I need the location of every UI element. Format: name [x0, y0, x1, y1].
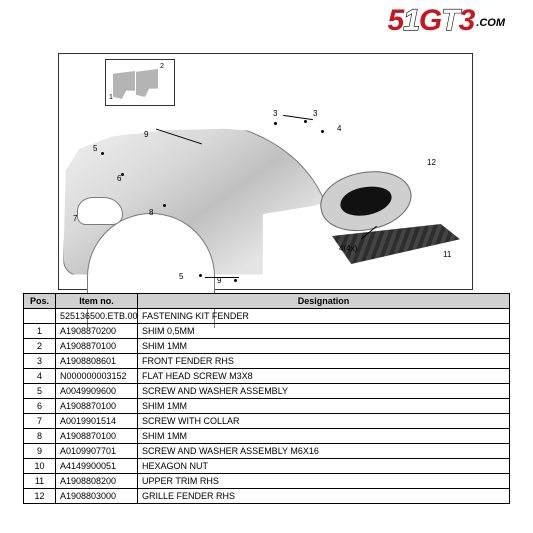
cell-item: A1908808200 [56, 474, 138, 489]
callout-1: 1 [109, 94, 113, 101]
logo-glyph-3: 3 [459, 4, 475, 37]
cell-pos: 11 [24, 474, 56, 489]
table-row: 2A1908870100SHIM 1MM [24, 339, 510, 354]
cell-designation: GRILLE FENDER RHS [138, 489, 510, 504]
table-row: 9A0109907701SCREW AND WASHER ASSEMBLY M6… [24, 444, 510, 459]
callout-4x: 4(4x) [339, 244, 357, 253]
cell-designation: SHIM 1MM [138, 339, 510, 354]
cell-item: A1908808601 [56, 354, 138, 369]
logo-glyph-1: 1 [403, 4, 419, 37]
callout-2: 2 [160, 63, 164, 70]
fastener-dot [234, 279, 237, 282]
col-pos: Pos. [24, 294, 56, 309]
callout-8: 8 [149, 208, 153, 217]
fastener-dot [274, 122, 277, 125]
cell-pos: 8 [24, 429, 56, 444]
cell-designation: FLAT HEAD SCREW M3X8 [138, 369, 510, 384]
leader-line [205, 277, 239, 278]
table-row: 1A1908870200SHIM 0,5MM [24, 324, 510, 339]
cell-item: A0049909600 [56, 384, 138, 399]
table-row: 10A4149900051HEXAGON NUT [24, 459, 510, 474]
cell-pos: 10 [24, 459, 56, 474]
cell-designation: FRONT FENDER RHS [138, 354, 510, 369]
cell-pos: 4 [24, 369, 56, 384]
table-row: 11A1908808200UPPER TRIM RHS [24, 474, 510, 489]
cell-item: A1908803000 [56, 489, 138, 504]
cell-pos: 5 [24, 384, 56, 399]
inset-shims: 1 2 [105, 59, 175, 106]
cell-designation: SHIM 0,5MM [138, 324, 510, 339]
cell-item: A1908870100 [56, 429, 138, 444]
cell-pos: 9 [24, 444, 56, 459]
cell-designation: SCREW AND WASHER ASSEMBLY [138, 384, 510, 399]
table-row: 12A1908803000GRILLE FENDER RHS [24, 489, 510, 504]
table-row: 6A1908870100SHIM 1MM [24, 399, 510, 414]
cell-designation: FASTENING KIT FENDER [138, 309, 510, 324]
fastener-dot [321, 130, 324, 133]
parts-table-body: 525136500.ETB.00FASTENING KIT FENDER1A19… [24, 309, 510, 504]
callout-9: 9 [144, 130, 148, 139]
logo-glyph-t: T [441, 4, 458, 37]
table-row: 4N000000003152FLAT HEAD SCREW M3X8 [24, 369, 510, 384]
cell-item: A1908870100 [56, 339, 138, 354]
cell-designation: SHIM 1MM [138, 429, 510, 444]
cell-item: A1908870200 [56, 324, 138, 339]
cell-item: 525136500.ETB.00 [56, 309, 138, 324]
cell-item: A4149900051 [56, 459, 138, 474]
fastener-dot [304, 120, 307, 123]
col-item: Item no. [56, 294, 138, 309]
cell-pos: 1 [24, 324, 56, 339]
callout-5: 5 [93, 144, 97, 153]
cell-pos: 12 [24, 489, 56, 504]
vent-cutout [77, 197, 123, 225]
cell-pos [24, 309, 56, 324]
callout-3: 3 [273, 109, 277, 118]
table-row: 525136500.ETB.00FASTENING KIT FENDER [24, 309, 510, 324]
brand-logo: 51GT3.COM [388, 6, 505, 36]
cell-pos: 6 [24, 399, 56, 414]
shim-icon [113, 71, 135, 99]
callout-12: 12 [427, 158, 436, 167]
callout-11: 11 [443, 250, 451, 259]
cell-item: A0109907701 [56, 444, 138, 459]
cell-designation: UPPER TRIM RHS [138, 474, 510, 489]
callout-6: 6 [117, 174, 121, 183]
cell-item: A0019901514 [56, 414, 138, 429]
cell-pos: 7 [24, 414, 56, 429]
cell-pos: 2 [24, 339, 56, 354]
cell-designation: SCREW AND WASHER ASSEMBLY M6X16 [138, 444, 510, 459]
cell-pos: 3 [24, 354, 56, 369]
shim-icon [136, 69, 158, 97]
table-row: 7A0019901514SCREW WITH COLLAR [24, 414, 510, 429]
fastener-dot [101, 152, 104, 155]
parts-table: Pos. Item no. Designation 525136500.ETB.… [23, 293, 510, 504]
table-row: 3A1908808601FRONT FENDER RHS [24, 354, 510, 369]
grille-assembly [320, 172, 460, 272]
callout-5: 5 [179, 272, 183, 281]
logo-glyph-g: G [419, 4, 441, 37]
table-row: 8A1908870100SHIM 1MM [24, 429, 510, 444]
fastener-dot [199, 274, 202, 277]
table-header-row: Pos. Item no. Designation [24, 294, 510, 309]
table-row: 5A0049909600SCREW AND WASHER ASSEMBLY [24, 384, 510, 399]
col-designation: Designation [138, 294, 510, 309]
cell-item: A1908870100 [56, 399, 138, 414]
fender-illustration [63, 111, 338, 288]
callout-7: 7 [73, 214, 77, 223]
cell-designation: SHIM 1MM [138, 399, 510, 414]
fastener-dot [163, 204, 166, 207]
callout-9: 9 [217, 276, 221, 285]
callout-4: 4 [337, 124, 341, 133]
cell-designation: HEXAGON NUT [138, 459, 510, 474]
exploded-diagram: 1 2 5 3 3 4 9 6 7 8 9 5 12 11 4(4x) [58, 53, 473, 290]
logo-suffix: .COM [476, 17, 505, 29]
callout-3: 3 [313, 109, 317, 118]
cell-item: N000000003152 [56, 369, 138, 384]
cell-designation: SCREW WITH COLLAR [138, 414, 510, 429]
logo-glyph-5: 5 [388, 4, 404, 37]
